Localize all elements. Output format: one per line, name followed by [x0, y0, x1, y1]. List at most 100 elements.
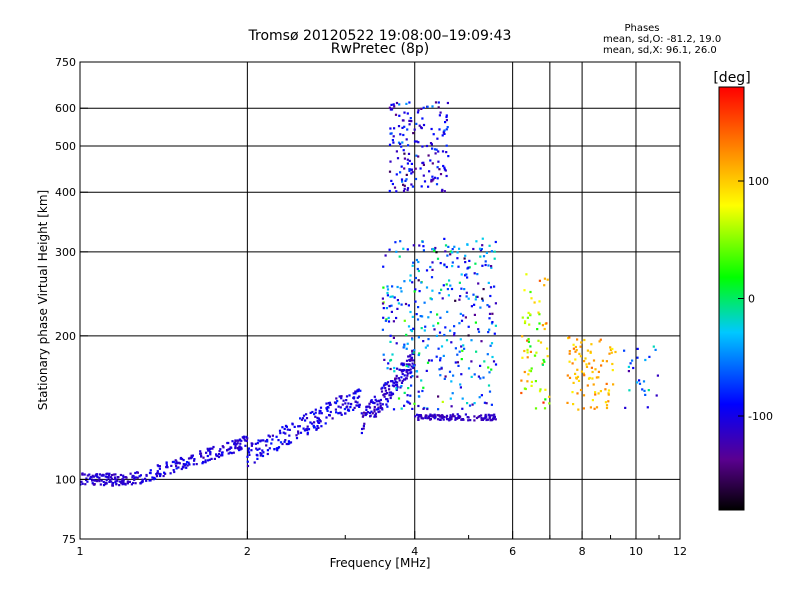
y-tick-label: 100 [55, 473, 76, 486]
scatter-point [342, 399, 345, 402]
scatter-point [410, 162, 413, 165]
scatter-point [574, 350, 577, 353]
scatter-point [491, 414, 494, 417]
scatter-point [384, 382, 387, 385]
scatter-point [374, 415, 378, 418]
scatter-point [610, 351, 613, 354]
scatter-point [457, 364, 460, 367]
scatter-point [449, 397, 452, 400]
scatter-point [385, 318, 388, 321]
scatter-point [361, 427, 364, 431]
scatter-point [316, 419, 319, 422]
scatter-point [106, 476, 109, 479]
scatter-point [406, 394, 409, 397]
scatter-point [136, 471, 139, 474]
scatter-point [238, 438, 241, 441]
scatter-point [541, 363, 544, 366]
scatter-point [437, 408, 440, 411]
scatter-point [460, 287, 463, 290]
scatter-point [609, 346, 612, 349]
scatter-point [417, 155, 420, 158]
scatter-point [122, 479, 125, 482]
scatter-point [318, 412, 321, 415]
scatter-point [378, 400, 381, 403]
scatter-point [470, 360, 473, 363]
scatter-point [395, 342, 398, 345]
scatter-point [421, 161, 424, 165]
scatter-point [126, 482, 129, 485]
scatter-point [389, 132, 392, 135]
scatter-point [400, 376, 403, 379]
scatter-point [159, 474, 162, 478]
scatter-point [406, 189, 409, 192]
scatter-point [145, 474, 148, 477]
scatter-point [441, 417, 444, 420]
scatter-point [195, 463, 198, 466]
scatter-point [568, 336, 571, 339]
scatter-point [367, 405, 371, 408]
scatter-point [119, 473, 122, 477]
scatter-point [568, 360, 571, 363]
scatter-point [436, 313, 439, 316]
scatter-point [240, 439, 243, 442]
scatter-point [476, 295, 479, 298]
scatter-point [80, 483, 82, 486]
scatter-point [429, 311, 432, 314]
scatter-point [371, 401, 375, 404]
scatter-point [218, 453, 221, 456]
scatter-point [305, 413, 308, 416]
scatter-point [268, 435, 271, 438]
scatter-point [446, 418, 449, 421]
scatter-point [229, 451, 232, 454]
scatter-point [402, 119, 405, 122]
scatter-point [402, 369, 405, 372]
scatter-point [373, 402, 376, 405]
scatter-point [403, 368, 406, 372]
scatter-point [534, 407, 538, 410]
scatter-point [398, 368, 401, 371]
scatter-point [445, 151, 448, 154]
scatter-point [244, 439, 247, 442]
scatter-point [439, 111, 442, 114]
scatter-point [393, 370, 396, 373]
scatter-point [379, 402, 382, 405]
scatter-point [411, 264, 414, 267]
scatter-point [217, 455, 221, 459]
scatter-point [395, 388, 398, 391]
scatter-point [467, 416, 470, 419]
scatter-point [438, 128, 441, 131]
scatter-point [579, 345, 582, 348]
scatter-point [439, 316, 442, 319]
scatter-point [589, 406, 592, 409]
scatter-point [623, 349, 626, 352]
scatter-point [458, 350, 461, 353]
scatter-point [489, 286, 493, 289]
scatter-point [129, 472, 132, 475]
scatter-point [337, 405, 340, 408]
scatter-point [470, 339, 473, 342]
scatter-point [417, 353, 420, 357]
colorbar-tick-label: 0 [748, 293, 755, 306]
scatter-point [450, 341, 453, 344]
scatter-point [627, 370, 630, 373]
scatter-point [456, 257, 459, 260]
scatter-point [445, 265, 448, 269]
scatter-point [638, 382, 642, 385]
scatter-point [431, 268, 434, 271]
scatter-point [607, 389, 611, 392]
scatter-point [313, 413, 316, 416]
scatter-point [400, 407, 403, 410]
scatter-point [246, 464, 250, 468]
scatter-point [172, 469, 175, 472]
scatter-point [86, 480, 89, 483]
scatter-point [134, 471, 137, 475]
scatter-point [438, 415, 441, 418]
scatter-point [302, 427, 305, 430]
scatter-point [98, 476, 101, 479]
scatter-point [325, 407, 328, 410]
scatter-point [413, 290, 416, 293]
scatter-point [399, 287, 402, 290]
scatter-point [567, 337, 570, 340]
scatter-point [148, 471, 152, 474]
x-tick-label: 8 [579, 545, 586, 558]
